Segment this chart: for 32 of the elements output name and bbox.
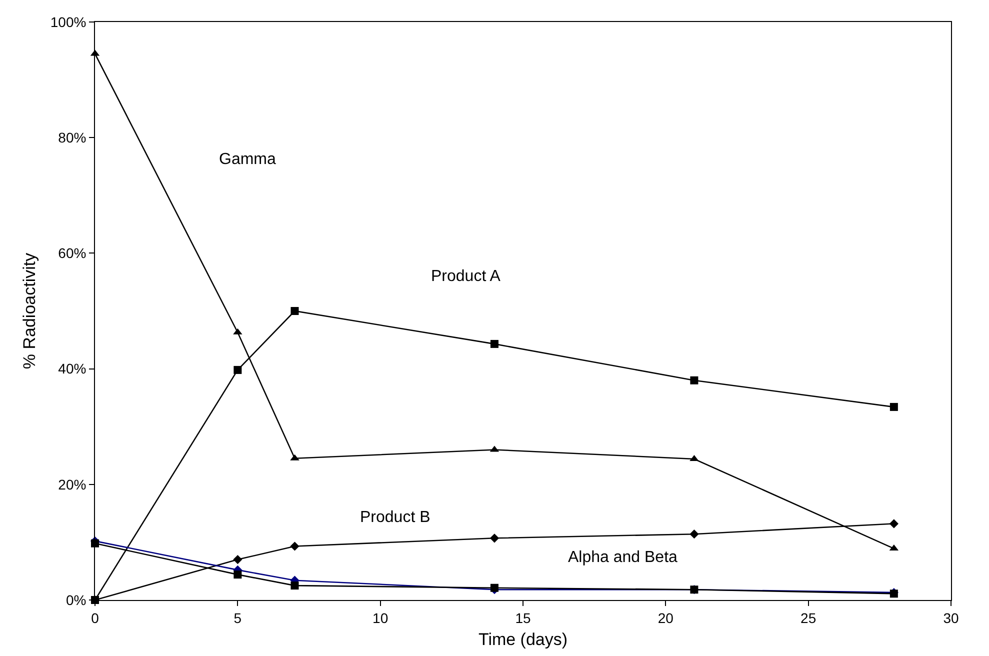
annotation: Alpha and Beta: [568, 549, 678, 566]
y-tick-label: 40%: [58, 360, 86, 377]
y-tick-label: 60%: [58, 245, 86, 262]
x-tick-label: 15: [515, 610, 531, 626]
point: [290, 542, 300, 551]
y-tick-label: 80%: [58, 130, 86, 146]
point: [234, 366, 242, 374]
annotation: Gamma: [219, 151, 276, 168]
x-tick-label: 30: [943, 610, 959, 626]
annotation: Product A: [431, 268, 501, 285]
point: [690, 376, 698, 384]
point: [290, 307, 299, 315]
y-tick-label: 0%: [66, 592, 86, 608]
point: [233, 554, 242, 564]
point: [690, 530, 699, 539]
x-axis-title: Time (days): [478, 630, 568, 650]
y-tick-label: 100%: [50, 14, 86, 30]
point: [234, 570, 242, 579]
y-tick-label: 20%: [58, 476, 86, 492]
x-tick-label: 25: [800, 610, 816, 626]
annotation: Product B: [360, 509, 430, 526]
x-tick-label: 0: [91, 610, 100, 626]
point: [890, 402, 898, 411]
x-tick-label: 10: [372, 610, 388, 626]
point: [490, 584, 498, 592]
point: [290, 582, 299, 590]
y-axis-title: % Radioactivity: [20, 252, 39, 370]
point: [490, 534, 500, 543]
point: [490, 340, 498, 348]
x-tick-label: 20: [658, 610, 674, 626]
x-tick-label: 5: [234, 610, 242, 626]
point: [889, 519, 898, 528]
